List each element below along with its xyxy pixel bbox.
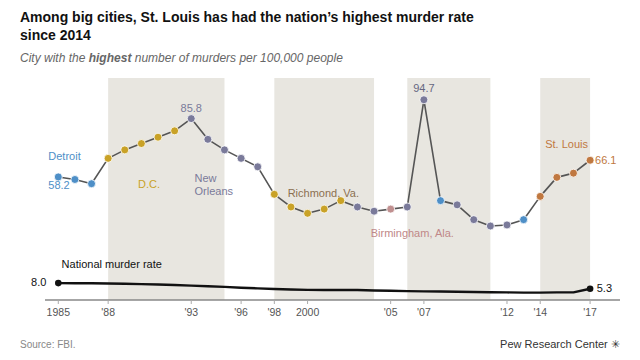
data-point (204, 135, 212, 143)
annotation: 85.8 (181, 102, 202, 114)
source: Source: FBI. (20, 339, 76, 350)
data-point (137, 140, 145, 148)
annotation: Richmond, Va. (288, 187, 359, 199)
subtitle: City with the highest number of murders … (20, 51, 343, 65)
data-point (520, 216, 528, 224)
annotation: 66.1 (595, 154, 616, 166)
annotation: National murder rate (62, 258, 162, 270)
data-point (587, 285, 594, 292)
plot-marks (54, 78, 594, 300)
data-point (121, 146, 129, 154)
data-point (403, 203, 411, 211)
x-tick-label: '05 (384, 306, 398, 318)
annotation: Birmingham, Ala. (371, 227, 454, 239)
data-point (437, 197, 445, 205)
x-tick-label: '93 (184, 306, 198, 318)
x-tick (423, 300, 424, 304)
data-point (254, 163, 262, 171)
x-tick (390, 300, 391, 304)
data-point (569, 169, 577, 177)
x-axis-line (45, 299, 620, 300)
data-point (320, 205, 328, 213)
annotation: 8.0 (31, 276, 46, 288)
title: since 2014 (20, 27, 91, 43)
data-point (503, 221, 511, 229)
annotation: D.C. (138, 178, 160, 190)
data-point (287, 203, 295, 211)
data-point (553, 173, 561, 181)
x-tick-label: '14 (533, 306, 547, 318)
subtitle-part: City with the (20, 51, 89, 65)
data-point (536, 192, 544, 200)
x-tick-label: '88 (101, 306, 115, 318)
annotation-line: New (195, 172, 217, 184)
annotation-line: Orleans (195, 185, 234, 197)
data-point (586, 156, 594, 164)
data-point (88, 180, 96, 188)
chart-container: Among big cities, St. Louis has had the … (0, 0, 640, 360)
shaded-band (274, 78, 374, 300)
data-point (387, 205, 395, 213)
x-tick-label: '07 (417, 306, 431, 318)
annotation: St. Louis (545, 138, 588, 150)
data-point (420, 96, 428, 104)
data-point (453, 201, 461, 209)
data-point (154, 133, 162, 141)
subtitle-part: highest (89, 51, 133, 65)
x-tick (590, 300, 591, 304)
data-point (370, 207, 378, 215)
annotation: 58.2 (48, 179, 69, 191)
data-point (486, 222, 494, 230)
data-point (470, 216, 478, 224)
data-point (55, 280, 62, 287)
x-tick-label: '17 (583, 306, 597, 318)
series-line (58, 100, 590, 226)
x-tick (241, 300, 242, 304)
x-tick-label: 2000 (296, 306, 320, 318)
x-tick (307, 300, 308, 304)
data-point (237, 154, 245, 162)
annotation: Detroit (48, 150, 80, 162)
subtitle-part: number of murders per 100,000 people (131, 51, 343, 65)
data-point (220, 146, 228, 154)
x-tick (506, 300, 507, 304)
data-point (187, 115, 195, 123)
shaded-band (407, 78, 490, 300)
x-tick (58, 300, 59, 304)
title: Among big cities, St. Louis has had the … (20, 9, 474, 25)
data-point (304, 209, 312, 217)
chart-svg: Among big cities, St. Louis has had the … (0, 0, 640, 360)
x-tick-label: '98 (267, 306, 281, 318)
data-point (104, 154, 112, 162)
x-tick-label: '96 (234, 306, 248, 318)
annotation: 94.7 (413, 82, 434, 94)
series-line (58, 283, 590, 293)
x-tick (274, 300, 275, 304)
branding: Pew Research Center ✳ (500, 338, 620, 350)
annotation: 5.3 (597, 282, 612, 294)
annotation: NewOrleans (195, 172, 234, 197)
data-point (171, 127, 179, 135)
data-point (71, 175, 79, 183)
x-tick-label: 1985 (47, 306, 71, 318)
data-point (353, 203, 361, 211)
x-tick (191, 300, 192, 304)
x-tick (108, 300, 109, 304)
data-point (270, 190, 278, 198)
x-tick (540, 300, 541, 304)
x-tick-label: '12 (500, 306, 514, 318)
